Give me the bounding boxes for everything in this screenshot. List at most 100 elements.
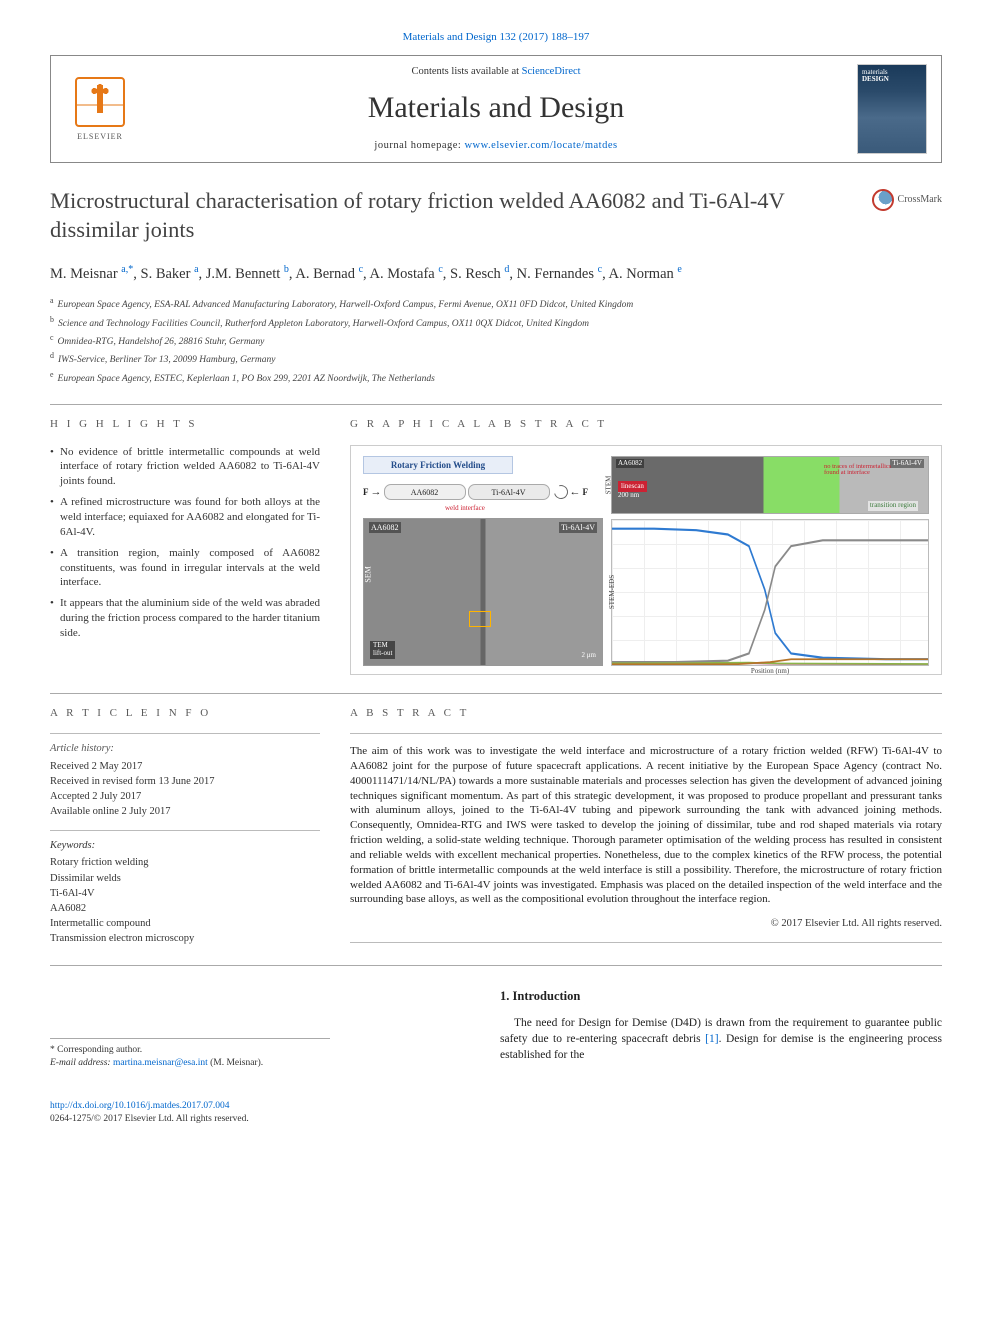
intro-ref-1[interactable]: [1] (705, 1033, 718, 1045)
issn-copyright: 0264-1275/© 2017 Elsevier Ltd. All right… (50, 1113, 942, 1126)
cover-line-2: DESIGN (862, 76, 922, 83)
elsevier-wordmark: ELSEVIER (77, 131, 123, 142)
graphical-abstract-label: G R A P H I C A L A B S T R A C T (350, 417, 942, 432)
affiliations-list: aEuropean Space Agency, ESA-RAL Advanced… (50, 295, 942, 386)
sem-side-label: SEM (362, 566, 373, 582)
elsevier-tree-icon (75, 77, 125, 127)
homepage-prefix: journal homepage: (374, 140, 464, 151)
ga-eds-plot: STEM-EDS Position (nm) (611, 519, 929, 666)
article-head: Microstructural characterisation of rota… (50, 187, 942, 243)
crossmark-badge[interactable]: CrossMark (872, 189, 942, 211)
highlights-list: No evidence of brittle intermetallic com… (50, 445, 320, 641)
highlight-item: A refined microstructure was found for b… (50, 495, 320, 540)
ga-cylinder-schematic: F → AA6082 Ti-6Al-4V ← F (363, 484, 603, 500)
sem-scale-bar: 2 μm (582, 651, 596, 661)
abstract-text: The aim of this work was to investigate … (350, 744, 942, 907)
introduction-heading: 1. Introduction (500, 988, 942, 1006)
ga-tube-right: Ti-6Al-4V (468, 484, 550, 500)
graphical-abstract-figure: Rotary Friction Welding F → AA6082 Ti-6A… (350, 445, 942, 675)
divider-rule (50, 404, 942, 405)
highlight-item: A transition region, mainly composed of … (50, 546, 320, 591)
eds-side-label: STEM-EDS (608, 575, 618, 609)
intro-left-col: * Corresponding author. E-mail address: … (50, 988, 470, 1071)
abstract-divider (350, 733, 942, 734)
eds-series-al (612, 528, 928, 659)
keyword-item: Rotary friction welding (50, 855, 320, 870)
elsevier-logo: ELSEVIER (65, 69, 135, 149)
graphical-abstract-block: G R A P H I C A L A B S T R A C T Rotary… (350, 417, 942, 674)
contents-line: Contents lists available at ScienceDirec… (135, 65, 857, 80)
corresponding-author-note: * Corresponding author. E-mail address: … (50, 1038, 330, 1071)
ga-tube-left: AA6082 (384, 484, 466, 500)
citation-link[interactable]: Materials and Design 132 (2017) 188–197 (403, 31, 590, 43)
corr-name: (M. Meisnar). (210, 1058, 263, 1068)
sem-label-aa6082: AA6082 (369, 522, 401, 533)
keyword-item: AA6082 (50, 901, 320, 916)
abstract-label: A B S T R A C T (350, 706, 942, 721)
homepage-url[interactable]: www.elsevier.com/locate/matdes (464, 140, 617, 151)
info-divider-2 (50, 830, 320, 831)
ga-left-panel: Rotary Friction Welding F → AA6082 Ti-6A… (363, 456, 603, 666)
keyword-item: Transmission electron microscopy (50, 931, 320, 946)
sciencedirect-link[interactable]: ScienceDirect (522, 66, 581, 77)
journal-cover-thumbnail: materials DESIGN (857, 64, 927, 154)
authors-line: M. Meisnar a,*, S. Baker a, J.M. Bennett… (50, 262, 942, 286)
top-citation: Materials and Design 132 (2017) 188–197 (50, 30, 942, 45)
sem-roi-box (469, 611, 491, 627)
arrow-right-icon: → (371, 485, 382, 500)
article-info-block: A R T I C L E I N F O Article history: R… (50, 706, 320, 947)
history-item: Accepted 2 July 2017 (50, 789, 320, 804)
highlight-item: It appears that the aluminium side of th… (50, 596, 320, 641)
keywords-list: Rotary friction weldingDissimilar weldsT… (50, 855, 320, 946)
affiliation-item: cOmnidea-RTG, Handelshof 26, 28816 Stuhr… (50, 332, 942, 349)
introduction-paragraph: The need for Design for Demise (D4D) is … (500, 1015, 942, 1063)
info-divider (50, 733, 320, 734)
history-item: Received 2 May 2017 (50, 759, 320, 774)
ga-stem-image: STEM AA6082 Ti-6Al-4V linescan no traces… (611, 456, 929, 514)
ga-force-right: F (583, 486, 589, 499)
corr-email-link[interactable]: martina.meisnar@esa.int (113, 1058, 208, 1068)
stem-note: no traces of intermetallics found at int… (824, 464, 896, 477)
history-item: Available online 2 July 2017 (50, 804, 320, 819)
highlight-item: No evidence of brittle intermetallic com… (50, 445, 320, 490)
highlights-label: H I G H L I G H T S (50, 417, 320, 432)
history-list: Received 2 May 2017Received in revised f… (50, 759, 320, 820)
stem-scale-bar: 200 nm (618, 491, 639, 501)
eds-series-ti (612, 540, 928, 662)
doi-link[interactable]: http://dx.doi.org/10.1016/j.matdes.2017.… (50, 1101, 230, 1111)
journal-name: Materials and Design (135, 87, 857, 129)
eds-svg (612, 520, 928, 665)
stem-transition-label: transition region (868, 501, 918, 511)
ga-sem-image: AA6082 Ti-6Al-4V SEM TEMlift-out 2 μm (363, 518, 603, 666)
keyword-item: Intermetallic compound (50, 916, 320, 931)
sem-label-ti64: Ti-6Al-4V (559, 522, 597, 533)
crossmark-label: CrossMark (898, 193, 942, 207)
ga-rfw-title: Rotary Friction Welding (363, 456, 513, 475)
journal-header: ELSEVIER Contents lists available at Sci… (50, 55, 942, 163)
ga-right-panel: STEM AA6082 Ti-6Al-4V linescan no traces… (611, 456, 929, 666)
email-label: E-mail address: (50, 1058, 111, 1068)
contents-prefix: Contents lists available at (411, 66, 521, 77)
info-abstract-row: A R T I C L E I N F O Article history: R… (50, 706, 942, 947)
history-item: Received in revised form 13 June 2017 (50, 774, 320, 789)
introduction-row: * Corresponding author. E-mail address: … (50, 988, 942, 1071)
arrow-left-icon: ← (570, 485, 581, 500)
stem-label-aa6082: AA6082 (616, 459, 644, 469)
sem-liftout-label: TEMlift-out (370, 641, 395, 658)
highlights-block: H I G H L I G H T S No evidence of britt… (50, 417, 320, 674)
affiliation-item: dIWS-Service, Berliner Tor 13, 20099 Ham… (50, 350, 942, 367)
ga-weld-interface-label: weld interface (445, 504, 603, 514)
keywords-head: Keywords: (50, 839, 320, 854)
divider-rule-2 (50, 693, 942, 694)
eds-x-axis-label: Position (nm) (612, 667, 928, 677)
article-title: Microstructural characterisation of rota… (50, 187, 942, 243)
stem-side-label: STEM (604, 475, 614, 494)
corr-star: * (50, 1045, 55, 1055)
affiliation-item: bScience and Technology Facilities Counc… (50, 314, 942, 331)
highlights-ga-row: H I G H L I G H T S No evidence of britt… (50, 417, 942, 674)
ga-force-left: F (363, 486, 369, 499)
affiliation-item: eEuropean Space Agency, ESTEC, Keplerlaa… (50, 369, 942, 386)
rotation-icon (551, 483, 570, 502)
header-center: Contents lists available at ScienceDirec… (135, 65, 857, 154)
abstract-divider-bottom (350, 942, 942, 943)
